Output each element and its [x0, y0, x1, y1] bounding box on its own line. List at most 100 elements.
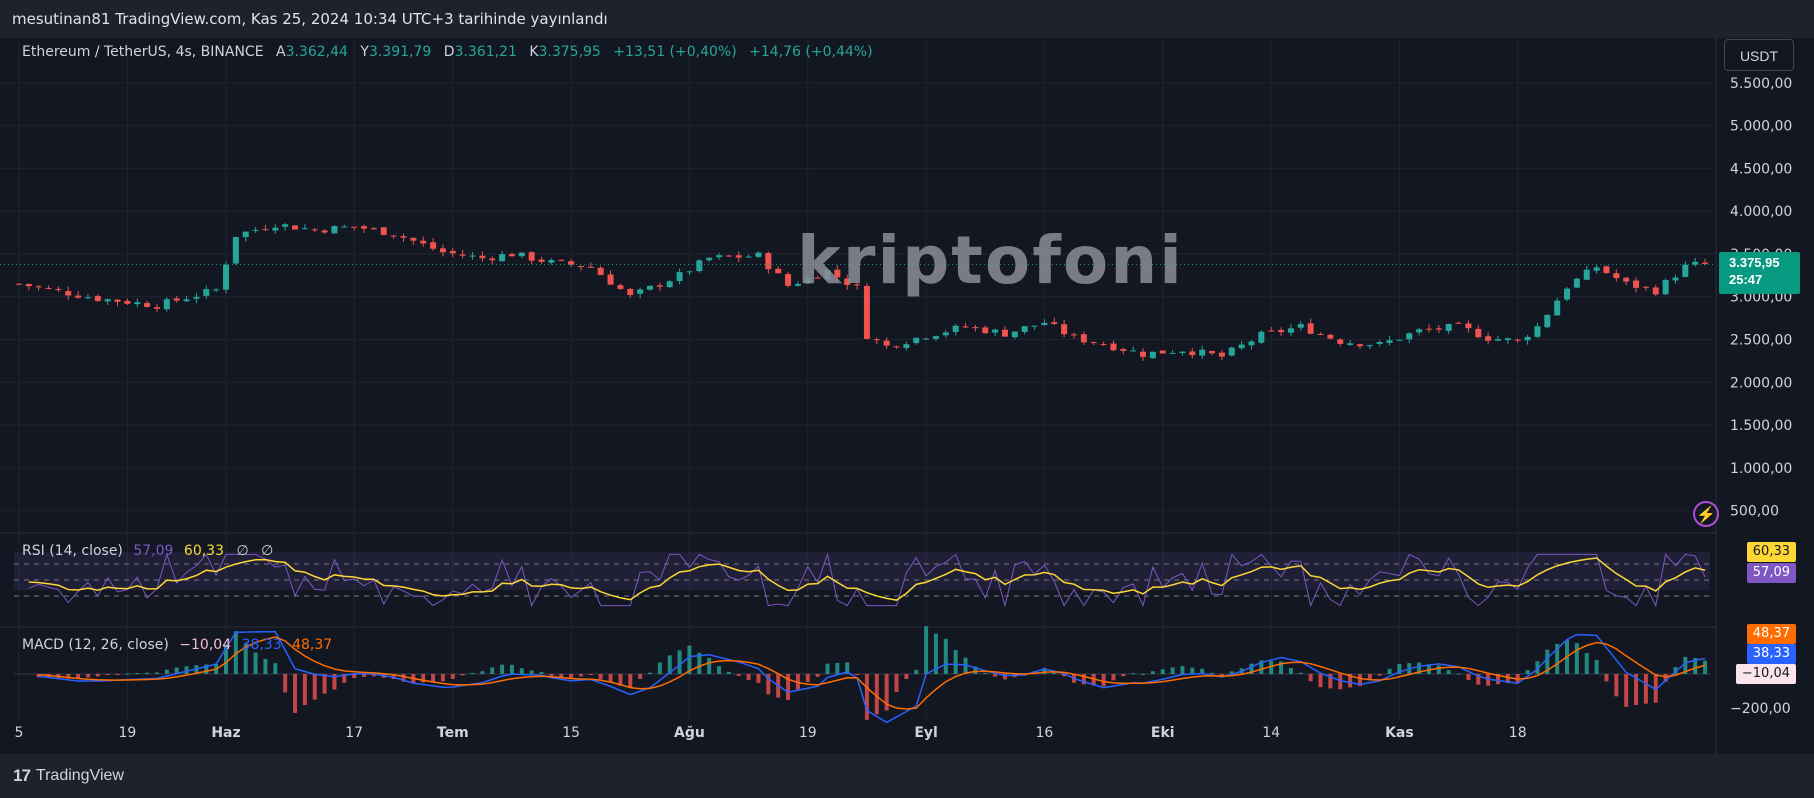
macd-signal-badge: 48,37 — [1746, 624, 1796, 644]
rsi-legend: RSI (14, close) 57,09 60,33 ∅ ∅ — [22, 543, 273, 559]
candle-body — [1238, 344, 1245, 349]
macd-histogram-bar — [519, 668, 524, 674]
macd-histogram-bar — [1180, 666, 1185, 674]
macd-histogram-bar — [756, 674, 761, 683]
candle-body — [272, 227, 279, 231]
candle-body — [587, 266, 594, 268]
candle-body — [1702, 262, 1709, 265]
candle-body — [252, 229, 259, 231]
macd-histogram-bar — [450, 674, 455, 679]
time-tick-label: 19 — [799, 725, 817, 741]
macd-histogram-bar — [125, 673, 130, 675]
macd-histogram-bar — [953, 649, 958, 674]
macd-histogram-bar — [795, 674, 800, 690]
macd-histogram-bar — [549, 674, 554, 676]
macd-histogram-bar — [717, 666, 722, 674]
macd-histogram-bar — [352, 674, 357, 678]
publisher-bar: mesutinan81 TradingView.com, Kas 25, 202… — [0, 0, 1814, 38]
macd-histogram-bar — [835, 662, 840, 674]
tradingview-brand: TradingView — [35, 767, 124, 784]
candle-body — [1623, 277, 1630, 282]
macd-histogram-bar — [569, 674, 574, 679]
macd-histogram-bar — [657, 662, 662, 674]
candle-body — [735, 255, 742, 258]
candle-body — [301, 228, 308, 230]
currency-button[interactable]: USDT — [1724, 39, 1794, 71]
macd-histogram-bar — [184, 666, 189, 674]
chart-frame[interactable] — [0, 38, 1814, 754]
candle-body — [469, 255, 476, 257]
macd-histogram-bar — [1387, 668, 1392, 674]
macd-histogram-bar — [1476, 674, 1481, 685]
candle-body — [1179, 351, 1186, 354]
macd-histogram-bar — [273, 663, 278, 674]
rsi-label[interactable]: RSI (14, close) — [22, 543, 123, 559]
macd-axis-tick: −200,00 — [1730, 701, 1791, 717]
candle-body — [459, 254, 466, 256]
candle-body — [1218, 352, 1225, 357]
candle-body — [1041, 322, 1048, 326]
macd-histogram-bar — [95, 674, 100, 677]
macd-histogram-bar — [391, 674, 396, 680]
candle-body — [686, 271, 693, 273]
candle-body — [311, 229, 318, 231]
macd-histogram-bar — [648, 672, 652, 674]
candle-body — [597, 267, 604, 275]
macd-histogram-bar — [1584, 653, 1589, 674]
macd-histogram-bar — [746, 674, 751, 680]
macd-badge: 38,33 — [1746, 644, 1796, 664]
candle-body — [1386, 340, 1393, 343]
publisher-line: mesutinan81 TradingView.com, Kas 25, 202… — [12, 10, 608, 28]
macd-histogram-bar — [302, 674, 307, 706]
macd-label[interactable]: MACD (12, 26, close) — [22, 637, 169, 653]
candle-body — [844, 278, 851, 286]
candle-body — [1514, 339, 1521, 341]
macd-histogram-bar — [1328, 674, 1333, 689]
candle-body — [637, 289, 644, 294]
candle-body — [1633, 280, 1640, 288]
macd-histogram-bar — [588, 674, 593, 675]
candle-body — [962, 326, 969, 328]
candle-body — [420, 240, 427, 244]
macd-histogram-bar — [490, 667, 495, 674]
macd-histogram-bar — [943, 638, 948, 674]
tradingview-logo-icon: 17 — [13, 766, 31, 785]
macd-histogram-bar — [539, 672, 544, 674]
candle-body — [1495, 339, 1501, 341]
macd-histogram-bar — [1643, 674, 1648, 704]
macd-hist-value: −10,04 — [179, 637, 232, 653]
candle-body — [942, 332, 949, 336]
macd-histogram-bar — [1486, 674, 1491, 686]
time-tick-label: Ağu — [674, 725, 705, 741]
change-value-2: +14,76 (+0,44%) — [749, 44, 873, 60]
macd-legend: MACD (12, 26, close) −10,04 38,33 48,37 — [22, 637, 332, 653]
macd-histogram-bar — [1298, 672, 1303, 674]
high-value: 3.391,79 — [368, 44, 432, 60]
macd-histogram-bar — [894, 674, 899, 692]
candle-body — [439, 248, 446, 253]
candle-body — [134, 302, 141, 305]
macd-histogram-bar — [243, 643, 248, 674]
macd-histogram-bar — [1446, 670, 1451, 674]
candle-body — [1554, 300, 1561, 316]
last-price-tag: 3.375,95 25:47 — [1719, 252, 1800, 294]
macd-histogram-bar — [253, 652, 258, 674]
macd-histogram-bar — [1614, 674, 1619, 697]
macd-histogram-bar — [1555, 643, 1560, 674]
macd-histogram-bar — [1229, 671, 1234, 674]
tradingview-logo[interactable]: 17 TradingView — [13, 766, 124, 786]
macd-histogram-bar — [431, 674, 436, 682]
candle-body — [1613, 273, 1620, 279]
symbol-label[interactable]: Ethereum / TetherUS, 4s, BINANCE — [22, 44, 264, 60]
macd-histogram-bar — [332, 674, 337, 690]
macd-histogram-bar — [1367, 674, 1372, 680]
macd-histogram-bar — [1673, 667, 1678, 674]
macd-histogram-bar — [845, 662, 850, 674]
candle-body — [1278, 330, 1285, 333]
macd-histogram-bar — [1279, 661, 1284, 674]
macd-histogram-bar — [470, 672, 475, 674]
macd-histogram-bar — [667, 655, 672, 674]
candle-body — [548, 259, 555, 263]
lightning-icon[interactable]: ⚡ — [1693, 501, 1719, 527]
